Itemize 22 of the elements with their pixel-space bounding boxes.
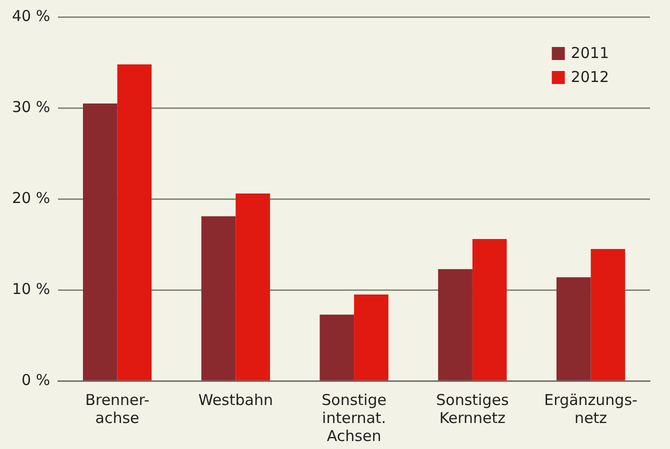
bar xyxy=(320,314,354,380)
bar xyxy=(82,103,118,380)
x-tick-label: Westbahn xyxy=(198,390,273,409)
y-tick-label: 0 % xyxy=(22,370,50,389)
bar xyxy=(438,269,472,380)
x-tick-label: Ergänzungs- netz xyxy=(544,390,638,427)
legend-label: 2011 xyxy=(570,44,610,62)
bar xyxy=(201,216,236,380)
bar xyxy=(556,277,591,380)
y-tick-label: 20 % xyxy=(12,188,50,207)
y-tick-label: 40 % xyxy=(12,6,50,25)
y-tick-label: 10 % xyxy=(12,280,50,298)
bar xyxy=(590,249,626,380)
bar xyxy=(236,194,270,380)
legend-label: 2012 xyxy=(570,68,610,86)
x-tick-label: Brenner- achse xyxy=(85,390,150,427)
bar xyxy=(472,239,507,380)
y-tick-label: 30 % xyxy=(12,98,50,116)
bar xyxy=(354,294,388,380)
x-tick-label: Sonstige internat. Achsen xyxy=(322,390,386,445)
x-tick-label: Sonstiges Kernnetz xyxy=(436,390,509,427)
bar xyxy=(117,64,152,380)
